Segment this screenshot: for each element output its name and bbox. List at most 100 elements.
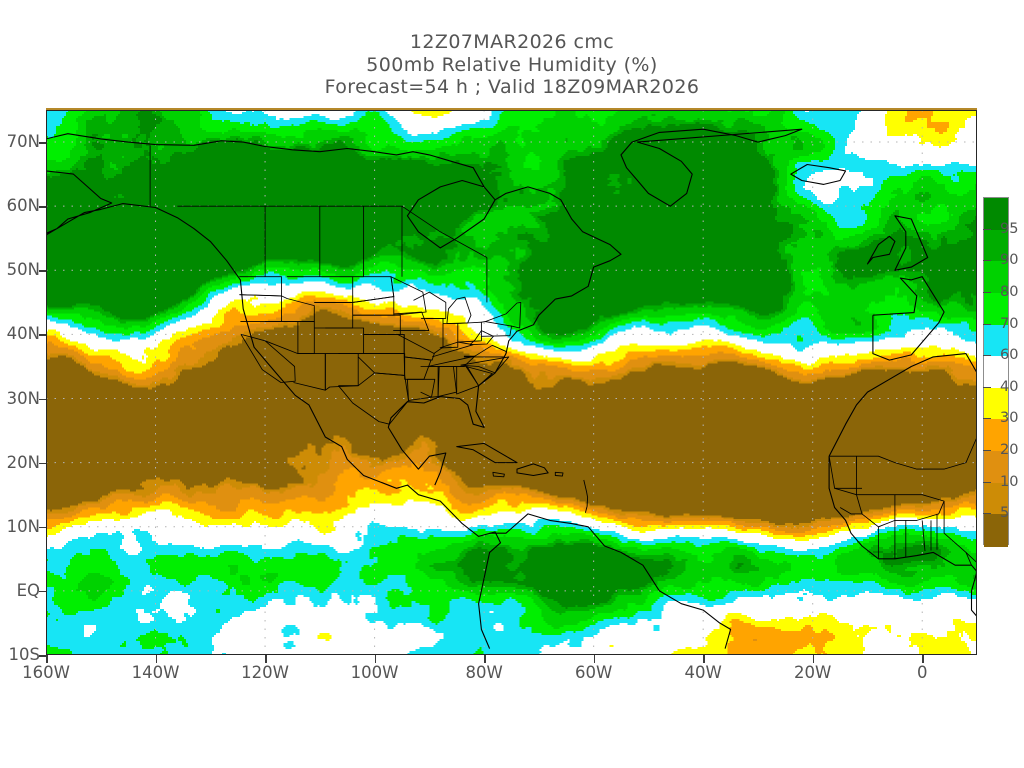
colorbar-tick bbox=[983, 418, 991, 420]
y-tick-mark bbox=[39, 526, 46, 529]
political-border bbox=[427, 355, 476, 367]
political-border bbox=[465, 366, 493, 387]
political-border bbox=[325, 327, 365, 355]
coastline-puerto-rico bbox=[554, 471, 564, 477]
y-tick-label: 20N bbox=[6, 452, 40, 472]
political-border bbox=[921, 520, 926, 552]
humidity-map-plot[interactable] bbox=[46, 110, 977, 655]
chart-title-block: 12Z07MAR2026 cmc 500mb Relative Humidity… bbox=[0, 31, 1024, 99]
title-line-2: 500mb Relative Humidity (%) bbox=[366, 53, 658, 76]
y-tick-mark bbox=[39, 655, 46, 657]
colorbar-segment bbox=[984, 482, 1008, 515]
coastline-iceland bbox=[790, 163, 847, 185]
colorbar-segment bbox=[984, 229, 1008, 262]
x-tick-label: 40W bbox=[684, 663, 722, 682]
x-tick-mark bbox=[374, 655, 377, 663]
y-tick-mark bbox=[39, 462, 46, 465]
colorbar-segment bbox=[984, 419, 1008, 452]
colorbar-segment bbox=[984, 451, 1008, 484]
political-border bbox=[463, 344, 508, 358]
y-tick-mark bbox=[39, 334, 46, 336]
political-border bbox=[265, 205, 488, 258]
y-tick-mark bbox=[39, 590, 46, 593]
political-border bbox=[390, 276, 427, 316]
political-border bbox=[828, 456, 857, 496]
coastline-arctic-canada bbox=[46, 133, 496, 249]
coastline-east-usa-gulf bbox=[387, 298, 556, 486]
coastline-cuba bbox=[456, 442, 518, 464]
political-border bbox=[965, 552, 977, 564]
colorbar-tick bbox=[983, 323, 991, 325]
coastline-nw-africa bbox=[828, 353, 977, 457]
political-border bbox=[393, 311, 430, 332]
political-border bbox=[856, 494, 896, 528]
coastline-iberia-france bbox=[872, 276, 945, 361]
map-overlay bbox=[46, 110, 977, 655]
colorbar-segment bbox=[984, 356, 1008, 389]
coastline-west-africa bbox=[828, 456, 977, 655]
political-border bbox=[413, 291, 447, 319]
colorbar-segment bbox=[984, 261, 1008, 294]
colorbar-tick-label: 95 bbox=[1000, 220, 1019, 237]
x-tick-mark bbox=[812, 655, 815, 663]
political-border bbox=[440, 323, 459, 349]
colorbar-tick-label: 30 bbox=[1000, 410, 1019, 427]
political-border bbox=[481, 321, 512, 337]
title-line-1: 12Z07MAR2026 cmc bbox=[409, 31, 615, 53]
x-tick-label: 0 bbox=[916, 663, 928, 682]
colorbar-tick-label: 10 bbox=[1000, 473, 1019, 490]
political-border bbox=[460, 356, 510, 374]
x-tick-label: 140W bbox=[131, 663, 180, 682]
coastline-north-south-america bbox=[489, 513, 732, 649]
coastline-ireland bbox=[866, 235, 896, 265]
colorbar-tick-label: 40 bbox=[1000, 378, 1019, 395]
political-border bbox=[839, 507, 862, 515]
colorbar-segment bbox=[984, 198, 1008, 231]
political-border bbox=[287, 276, 354, 303]
political-border bbox=[457, 321, 482, 343]
political-border bbox=[829, 436, 977, 470]
x-tick-mark bbox=[155, 655, 158, 663]
political-border bbox=[894, 494, 945, 521]
political-border bbox=[469, 330, 494, 346]
colorbar-tick-label: 70 bbox=[1000, 315, 1019, 332]
political-border bbox=[357, 353, 406, 376]
colorbar[interactable] bbox=[983, 197, 1009, 547]
x-tick-mark bbox=[593, 655, 596, 663]
colorbar-tick bbox=[983, 228, 991, 230]
political-border bbox=[406, 378, 436, 401]
political-border bbox=[314, 301, 354, 329]
political-border bbox=[420, 366, 440, 398]
political-border bbox=[431, 341, 474, 358]
political-border bbox=[338, 372, 409, 425]
political-border bbox=[446, 296, 472, 324]
y-tick-label: 30N bbox=[6, 388, 40, 408]
y-tick-label: 70N bbox=[6, 132, 40, 152]
y-tick-label: 10S bbox=[8, 645, 40, 664]
colorbar-segment bbox=[984, 514, 1008, 547]
x-tick-mark bbox=[46, 655, 48, 663]
political-border bbox=[397, 334, 435, 361]
y-tick-mark bbox=[39, 206, 46, 208]
political-border bbox=[240, 333, 296, 383]
colorbar-tick bbox=[983, 481, 991, 483]
colorbar-tick bbox=[983, 260, 991, 262]
x-tick-label: 20W bbox=[794, 663, 832, 682]
political-border bbox=[264, 321, 299, 355]
y-tick-label: 60N bbox=[6, 196, 40, 216]
political-border bbox=[485, 301, 522, 329]
colorbar-tick bbox=[983, 386, 991, 388]
colorbar-tick bbox=[983, 513, 991, 515]
x-tick-mark bbox=[703, 655, 705, 663]
colorbar-segment bbox=[984, 387, 1008, 421]
x-tick-mark bbox=[922, 655, 924, 663]
political-border bbox=[352, 314, 401, 335]
political-border bbox=[293, 353, 326, 391]
y-tick-mark bbox=[39, 142, 46, 144]
political-border bbox=[363, 333, 405, 355]
colorbar-tick-label: 60 bbox=[1000, 347, 1019, 364]
political-border bbox=[403, 356, 432, 380]
colorbar-tick-label: 20 bbox=[1000, 442, 1019, 459]
political-border bbox=[297, 321, 315, 355]
